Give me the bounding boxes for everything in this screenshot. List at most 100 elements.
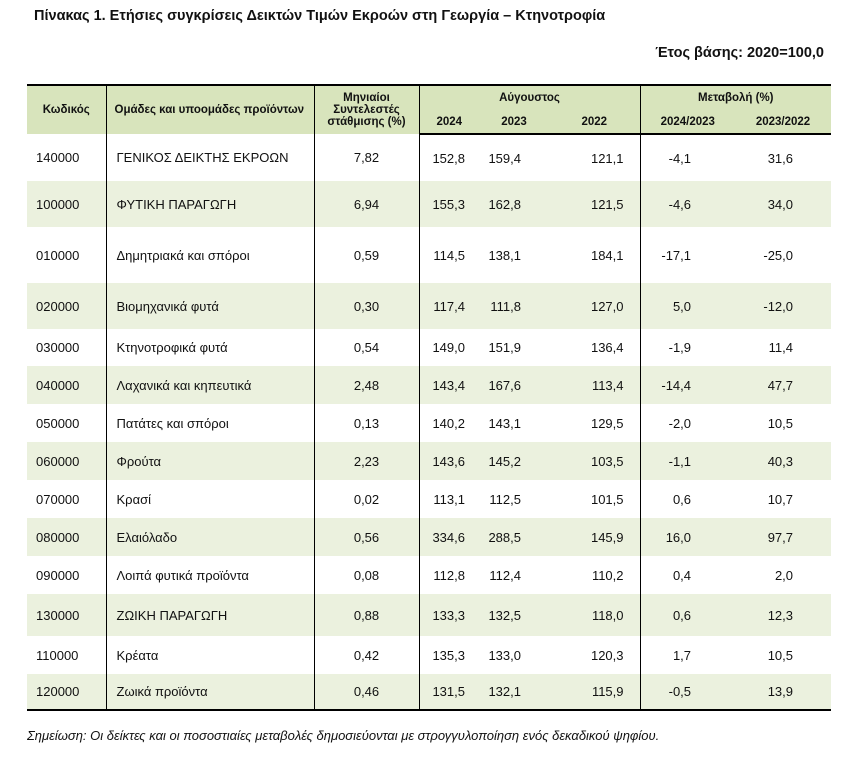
table-cell-change-2024-2023: -2,0 [668,415,692,431]
table-cell-2022: 103,5 [549,442,641,480]
table-cell-name: Δημητριακά και σπόροι [106,227,315,283]
table-cell-change-2023-2022: -25,0 [763,247,794,263]
table-cell-code: 060000 [27,442,107,480]
table-body: 140000 ΓΕΝΙΚΟΣ ΔΕΙΚΤΗΣ ΕΚΡΟΩΝ 7,82 152,8 159… [27,134,832,711]
table-cell-change-2024-2023: -4,6 [640,181,736,227]
table-cell-name: Ελαιόλαδο [106,518,315,556]
table-cell-code: 130000 [27,594,107,636]
table-row: 040000 Λαχανικά και κηπευτικά 2,48 143,4 167… [27,366,832,404]
table-row: 010000 Δημητριακά και σπόροι 0,59 114,5 138,… [27,227,831,283]
table-cell-2022: 120,3 [549,636,641,674]
table-row: 020000 Βιομηχανικά φυτά 0,30 117,4 111,8 127,… [27,283,832,329]
table-cell-2022: 127,0 [549,283,641,329]
table-cell-2023: 138,1 [488,247,521,263]
table-cell-name: ΦΥΤΙΚΗ ΠΑΡΑΓΩΓΗ [106,181,315,227]
header-august: Αύγουστος [419,84,641,110]
header-change-2024-2023: 2024/2023 [640,110,736,135]
table-cell-code: 020000 [27,283,107,329]
table-cell-change-2024-2023: -4,1 [668,150,692,166]
table-cell-2024: 114,5 [433,247,465,263]
header-2024: 2024 [419,110,479,135]
header-group: Ομάδες και υποομάδες προϊόντων [106,84,315,134]
table-cell-code: 140000 [27,134,107,181]
table-cell-2022: 118,0 [549,594,641,636]
table-cell-name: ΓΕΝΙΚΟΣ ΔΕΙΚΤΗΣ ΕΚΡΟΩΝ [106,134,315,181]
table-cell-code: 080000 [27,518,107,556]
table-cell-2022: 184,1 [549,227,641,283]
table-cell-code: 040000 [27,366,107,404]
table-cell-2024: 334,6 [419,518,479,556]
table-cell-weight: 0,42 [314,636,420,674]
table-cell-change-2023-2022: 11,4 [768,340,794,355]
table-cell-code: 100000 [27,181,107,227]
table-cell-change-2023-2022: 34,0 [735,181,832,227]
table-cell-change-2023-2022: -12,0 [735,283,832,329]
table-cell-weight: 0,13 [314,404,420,442]
table-cell-change-2023-2022: 2,0 [774,567,794,583]
table-cell-name: ΖΩΙΚΗ ΠΑΡΑΓΩΓΗ [106,594,315,636]
table-row: 120000 Ζωικά προϊόντα 0,46 131,5 132,1 115,9-… [27,674,832,711]
table-cell-name: Λοιπά φυτικά προϊόντα [106,556,315,594]
table-cell-change-2023-2022: 10,7 [767,491,794,507]
table-cell-2024: 112,8 [433,567,465,583]
table-row: 070000 Κρασί 0,02 113,1 112,5 101,5 0,6 10,7 [27,480,831,518]
table-row: 100000 ΦΥΤΙΚΗ ΠΑΡΑΓΩΓΗ 6,94 155,3 162,8 121,5… [27,181,832,227]
table-cell-change-2024-2023: 0,4 [672,567,692,583]
table-cell-change-2023-2022: 13,9 [735,674,832,711]
table-row: 090000 Λοιπά φυτικά προϊόντα 0,08 112,8 112,… [27,556,831,594]
table-cell-name: Πατάτες και σπόροι [106,404,315,442]
table-cell-weight: 0,56 [314,518,420,556]
table-cell-weight: 7,82 [314,134,420,181]
table-row: 130000 ΖΩΙΚΗ ΠΑΡΑΓΩΓΗ 0,88 133,3 132,5 118,0 0… [27,594,832,636]
table-cell-weight: 0,88 [314,594,420,636]
table-cell-2022: 136,4 [549,329,641,366]
table-cell-2023: 133,0 [488,647,521,663]
table-cell-2023: 162,8 [479,181,549,227]
table-cell-2024: 152,8 [432,150,465,166]
table-cell-2024: 131,5 [419,674,479,711]
table-cell-2022: 113,4 [549,366,641,404]
table-row: 140000 ΓΕΝΙΚΟΣ ΔΕΙΚΤΗΣ ΕΚΡΟΩΝ 7,82 152,8 159… [27,134,831,181]
table-cell-2022: 121,5 [549,181,641,227]
table-cell-2023: 167,6 [479,366,549,404]
table-cell-2024: 143,4 [419,366,479,404]
table-cell-name: Λαχανικά και κηπευτικά [106,366,315,404]
table-cell-2024: 117,4 [419,283,479,329]
table-cell-2024: 135,3 [432,647,465,663]
table-cell-change-2024-2023: 0,6 [672,491,692,507]
table-cell-name: Βιομηχανικά φυτά [106,283,315,329]
table-cell-2023: 159,4 [488,150,521,166]
table-cell-code: 070000 [27,480,107,518]
table-cell-code: 120000 [27,674,107,711]
table-row: 110000 Κρέατα 0,42 135,3 133,0 120,3 1,7 10,5 [27,636,831,674]
table-cell-2024: 143,6 [419,442,479,480]
table-cell-weight: 0,54 [314,329,420,366]
table-cell-2022: 145,9 [549,518,641,556]
table-cell-2024: 149,0 [432,340,465,355]
table-row: 050000 Πατάτες και σπόροι 0,13 140,2 143,1 12… [27,404,831,442]
table-cell-2023: 112,4 [489,567,521,583]
table-cell-weight: 2,23 [314,442,420,480]
table-cell-change-2024-2023: -17,1 [661,247,692,263]
table-cell-2024: 155,3 [419,181,479,227]
header-change: Μεταβολή (%) [640,84,832,110]
table-row: 030000 Κτηνοτροφικά φυτά 0,54 149,0 151,9 136… [27,329,831,366]
table-cell-2022: 115,9 [549,674,641,711]
table-cell-2022: 101,5 [549,480,641,518]
price-index-table: Κωδικός Ομάδες και υποομάδες προϊόντων Μ… [27,84,832,711]
table-cell-change-2024-2023: -14,4 [640,366,736,404]
table-cell-change-2023-2022: 40,3 [735,442,832,480]
table-cell-change-2024-2023: -0,5 [640,674,736,711]
table-cell-2024: 140,2 [432,415,465,431]
table-row: 060000 Φρούτα 2,23 143,6 145,2 103,5 -1,1 40,3 [27,442,832,480]
table-cell-weight: 0,30 [314,283,420,329]
table-cell-weight: 0,02 [314,480,420,518]
table-cell-2022: 129,5 [549,404,641,442]
table-cell-weight: 0,59 [314,227,420,283]
table-cell-code: 010000 [27,227,107,283]
header-change-2023-2022: 2023/2022 [735,110,832,135]
table-cell-change-2024-2023: -1,9 [668,340,692,355]
table-cell-name: Κτηνοτροφικά φυτά [106,329,315,366]
table-cell-change-2023-2022: 12,3 [735,594,832,636]
header-code: Κωδικός [27,84,107,134]
